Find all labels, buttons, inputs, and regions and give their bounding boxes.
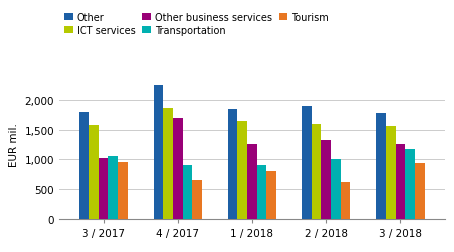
Bar <box>247 145 257 219</box>
Bar <box>257 165 266 219</box>
Bar <box>376 114 386 219</box>
Bar <box>183 165 192 219</box>
Y-axis label: EUR mil.: EUR mil. <box>9 123 19 167</box>
Bar <box>331 159 340 219</box>
Bar <box>386 127 395 219</box>
Bar <box>173 118 183 219</box>
Bar <box>302 106 312 219</box>
Bar <box>395 144 405 219</box>
Bar <box>237 122 247 219</box>
Bar <box>79 112 89 219</box>
Bar <box>312 125 321 219</box>
Bar <box>163 109 173 219</box>
Bar <box>405 149 415 219</box>
Bar <box>192 181 202 219</box>
Bar <box>99 158 109 219</box>
Bar <box>89 126 99 219</box>
Bar <box>340 183 350 219</box>
Bar <box>415 164 424 219</box>
Bar <box>153 85 163 219</box>
Bar <box>321 140 331 219</box>
Bar <box>228 109 237 219</box>
Bar <box>109 156 118 219</box>
Bar <box>118 163 128 219</box>
Legend: Other, ICT services, Other business services, Transportation, Tourism: Other, ICT services, Other business serv… <box>64 13 329 36</box>
Bar <box>266 172 276 219</box>
